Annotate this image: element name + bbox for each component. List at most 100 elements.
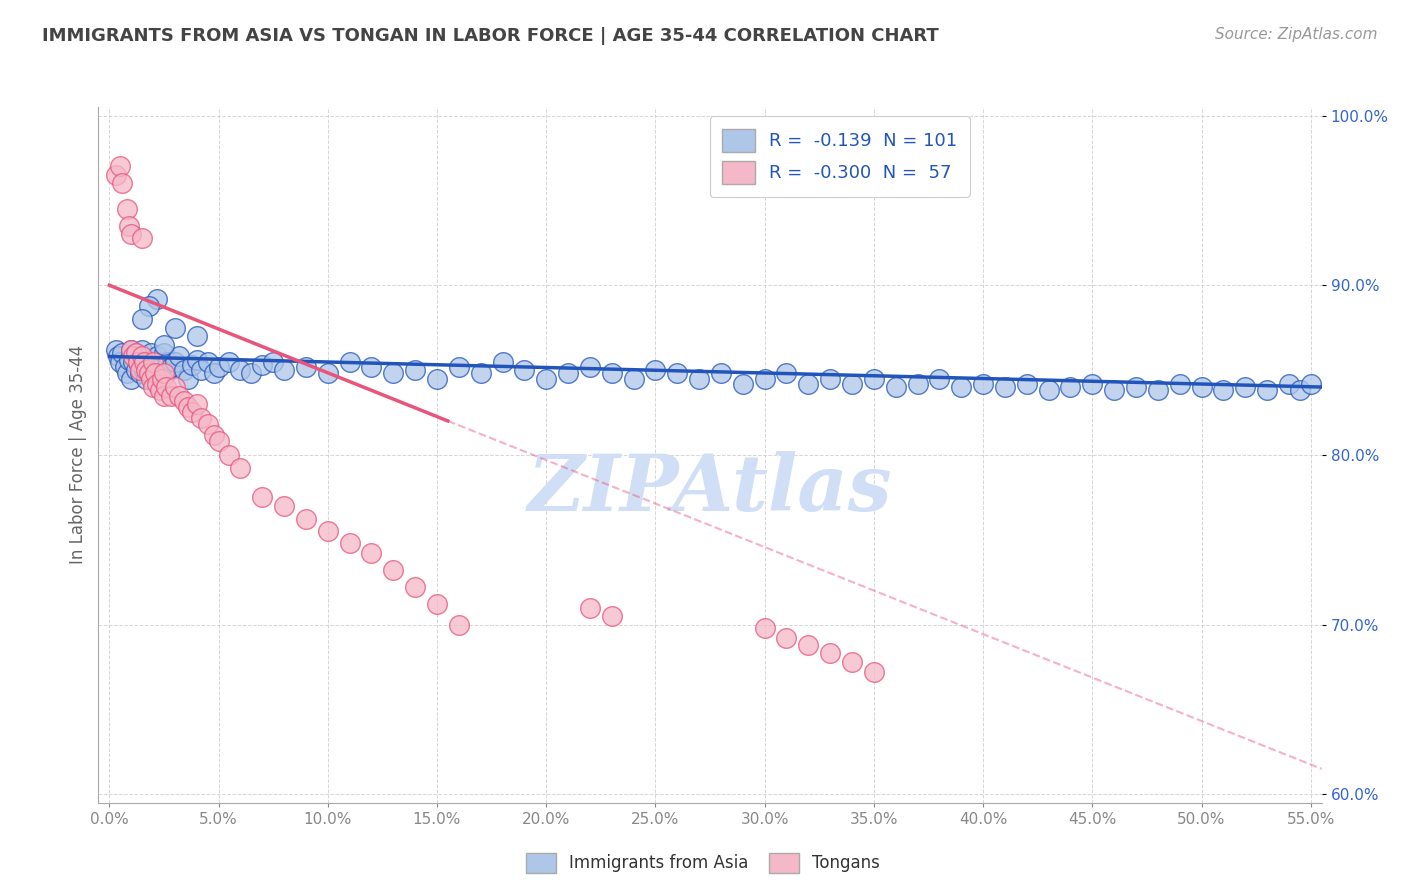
Point: [115, 367, 138, 381]
Point: [273, 499, 295, 513]
Point: [797, 376, 820, 391]
Point: [173, 363, 195, 377]
Point: [129, 363, 152, 377]
Point: [110, 160, 132, 174]
Point: [142, 354, 165, 368]
Point: [447, 617, 470, 632]
Point: [950, 380, 973, 394]
Point: [1125, 380, 1147, 394]
Point: [1234, 380, 1257, 394]
Point: [1081, 376, 1104, 391]
Point: [146, 350, 169, 364]
Point: [1288, 384, 1310, 398]
Point: [167, 350, 190, 364]
Point: [104, 343, 127, 357]
Point: [1168, 376, 1191, 391]
Point: [754, 621, 776, 635]
Point: [157, 354, 180, 368]
Point: [138, 299, 160, 313]
Point: [688, 371, 710, 385]
Point: [360, 546, 382, 560]
Point: [1212, 384, 1234, 398]
Point: [1191, 380, 1213, 394]
Point: [1015, 376, 1038, 391]
Point: [139, 346, 162, 360]
Point: [426, 597, 449, 611]
Point: [754, 371, 776, 385]
Point: [143, 359, 166, 374]
Point: [252, 491, 274, 505]
Point: [120, 227, 142, 242]
Point: [134, 363, 156, 377]
Point: [124, 346, 146, 360]
Point: [863, 665, 886, 680]
Point: [262, 354, 284, 368]
Point: [928, 371, 950, 385]
Point: [153, 363, 176, 377]
Point: [382, 367, 405, 381]
Point: [252, 358, 274, 372]
Point: [579, 600, 602, 615]
Point: [202, 427, 225, 442]
Point: [111, 346, 134, 360]
Text: IMMIGRANTS FROM ASIA VS TONGAN IN LABOR FORCE | AGE 35-44 CORRELATION CHART: IMMIGRANTS FROM ASIA VS TONGAN IN LABOR …: [42, 27, 939, 45]
Point: [404, 580, 426, 594]
Point: [644, 363, 666, 377]
Point: [972, 376, 994, 391]
Point: [122, 354, 145, 368]
Point: [710, 367, 733, 381]
Point: [186, 397, 208, 411]
Point: [131, 230, 153, 244]
Point: [142, 367, 165, 381]
Point: [197, 417, 219, 432]
Point: [841, 376, 863, 391]
Point: [135, 371, 157, 385]
Point: [186, 329, 208, 343]
Point: [163, 380, 186, 394]
Point: [295, 512, 318, 526]
Point: [163, 320, 186, 334]
Point: [131, 352, 153, 367]
Point: [143, 367, 166, 381]
Point: [138, 358, 160, 372]
Point: [207, 434, 229, 449]
Point: [339, 354, 361, 368]
Point: [534, 371, 557, 385]
Point: [159, 359, 181, 374]
Point: [994, 380, 1017, 394]
Point: [167, 388, 190, 402]
Point: [104, 168, 127, 182]
Point: [207, 359, 229, 374]
Point: [513, 363, 536, 377]
Point: [775, 631, 797, 645]
Point: [1278, 376, 1301, 391]
Point: [218, 354, 240, 368]
Point: [818, 647, 841, 661]
Point: [173, 393, 195, 408]
Point: [470, 367, 492, 381]
Point: [731, 376, 754, 391]
Point: [153, 337, 176, 351]
Point: [1059, 380, 1081, 394]
Point: [623, 371, 645, 385]
Point: [118, 219, 141, 233]
Point: [150, 371, 173, 385]
Point: [884, 380, 907, 394]
Point: [139, 371, 162, 385]
Point: [111, 177, 134, 191]
Point: [150, 354, 173, 368]
Point: [138, 367, 160, 381]
Point: [229, 461, 252, 475]
Point: [107, 350, 129, 364]
Point: [579, 359, 602, 374]
Point: [153, 367, 176, 381]
Point: [190, 363, 212, 377]
Point: [447, 359, 470, 374]
Point: [841, 655, 863, 669]
Point: [155, 380, 177, 394]
Point: [240, 367, 263, 381]
Text: Source: ZipAtlas.com: Source: ZipAtlas.com: [1215, 27, 1378, 42]
Text: ZIPAtlas: ZIPAtlas: [527, 451, 893, 528]
Point: [404, 363, 426, 377]
Point: [1102, 384, 1125, 398]
